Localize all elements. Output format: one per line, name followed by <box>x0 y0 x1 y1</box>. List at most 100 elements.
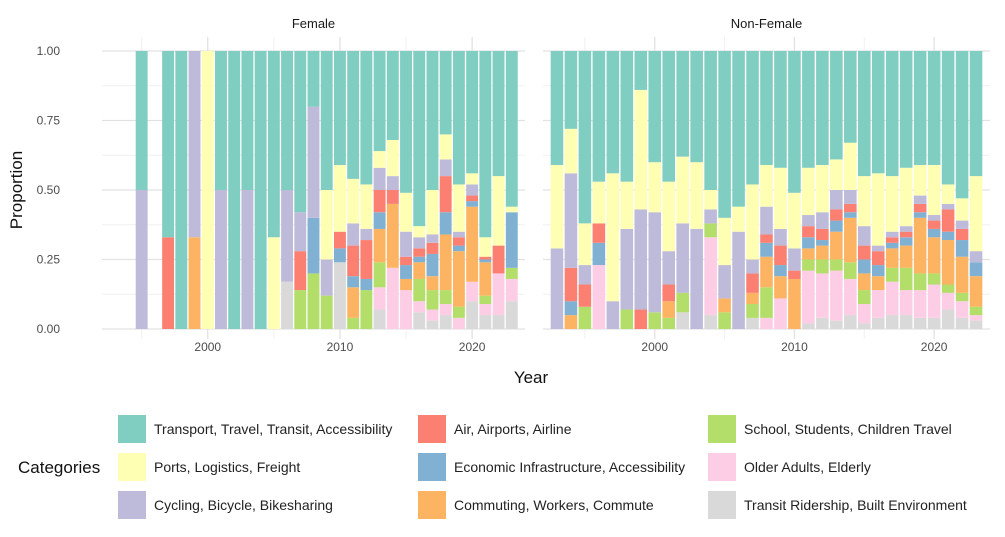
bar-segment-air-airports-airline <box>899 231 913 238</box>
bar-segment-older-adults-elderly <box>844 278 857 316</box>
bar-segment-older-adults-elderly <box>913 290 927 318</box>
bar-segment-school-students-children-travel <box>844 262 857 279</box>
bar-segment-transport-travel-transit-accessibility <box>162 51 175 238</box>
bar-segment-ports-logistics-freight <box>871 173 885 246</box>
bar-segment-cycling-bicycle-bikesharing <box>718 265 731 299</box>
x-tick-label: 2000 <box>641 340 668 354</box>
y-tick-label: 0.25 <box>37 253 61 267</box>
bar-segment-commuting-workers-commute <box>662 301 675 318</box>
bar-segment-transport-travel-transit-accessibility <box>913 51 927 165</box>
bar-segment-ports-logistics-freight <box>788 192 801 249</box>
bar-segment-older-adults-elderly <box>439 303 452 316</box>
bar-segment-transport-travel-transit-accessibility <box>413 51 426 227</box>
bar-segment-ports-logistics-freight <box>830 159 843 190</box>
bar-segment-economic-infrastructure-accessibility <box>592 242 606 266</box>
bar-segment-commuting-workers-commute <box>426 276 439 291</box>
bar-segment-air-airports-airline <box>802 226 815 238</box>
x-tick-label: 2000 <box>194 340 221 354</box>
bar-segment-ports-logistics-freight <box>373 151 386 168</box>
bar-segment-transit-ridership-built-environment <box>373 309 386 329</box>
bar-segment-economic-infrastructure-accessibility <box>760 242 773 257</box>
bar-segment-commuting-workers-commute <box>899 245 913 268</box>
bar-segment-transit-ridership-built-environment <box>969 320 983 329</box>
legend-item-school: School, Students, Children Travel <box>708 415 952 443</box>
bar-segment-air-airports-airline <box>452 237 465 246</box>
bar-segment-transit-ridership-built-environment <box>927 317 941 329</box>
bar-segment-economic-infrastructure-accessibility <box>360 278 373 291</box>
bar-segment-cycling-bicycle-bikesharing <box>802 215 815 227</box>
bar-segment-ports-logistics-freight <box>267 237 280 329</box>
bar-segment-transport-travel-transit-accessibility <box>373 51 386 152</box>
bar-segment-air-airports-airline <box>634 309 648 329</box>
bar-segment-transport-travel-transit-accessibility <box>676 51 689 157</box>
bar-segment-economic-infrastructure-accessibility <box>941 231 955 241</box>
bar-segment-cycling-bicycle-bikesharing <box>294 212 307 252</box>
bar-segment-cycling-bicycle-bikesharing <box>816 212 829 229</box>
bar-segment-ports-logistics-freight <box>634 89 648 210</box>
bar-segment-ports-logistics-freight <box>550 164 564 249</box>
bar-segment-older-adults-elderly <box>955 301 969 318</box>
bar-segment-air-airports-airline <box>578 284 592 307</box>
bar-segment-transport-travel-transit-accessibility <box>360 51 373 185</box>
bar-segment-transport-travel-transit-accessibility <box>267 51 280 238</box>
bar-segment-transport-travel-transit-accessibility <box>426 51 439 190</box>
bar-segment-transport-travel-transit-accessibility <box>439 51 452 135</box>
bar-segment-transit-ridership-built-environment <box>333 262 346 329</box>
bar-segment-transport-travel-transit-accessibility <box>760 51 773 165</box>
bar-segment-commuting-workers-commute <box>802 248 815 260</box>
bar-segment-air-airports-airline <box>746 273 759 293</box>
bar-segment-school-students-children-travel <box>452 306 465 318</box>
bar-segment-ports-logistics-freight <box>816 164 829 213</box>
bar-segment-school-students-children-travel <box>439 290 452 304</box>
legend-item-commuting: Commuting, Workers, Commute <box>418 491 654 519</box>
bar-segment-commuting-workers-commute <box>858 273 871 291</box>
bar-segment-transport-travel-transit-accessibility <box>732 51 745 207</box>
bar-segment-cycling-bicycle-bikesharing <box>955 220 969 229</box>
bar-segment-older-adults-elderly <box>885 281 899 316</box>
bar-segment-air-airports-airline <box>830 209 843 221</box>
bar-segment-ports-logistics-freight <box>802 167 815 216</box>
bar-segment-economic-infrastructure-accessibility <box>899 237 913 246</box>
bar-segment-cycling-bicycle-bikesharing <box>606 301 620 329</box>
bar-segment-air-airports-airline <box>373 190 386 213</box>
bar-segment-transport-travel-transit-accessibility <box>492 51 505 177</box>
bar-segment-transport-travel-transit-accessibility <box>816 51 829 165</box>
bar-segment-transport-travel-transit-accessibility <box>690 51 703 163</box>
x-tick-label: 2020 <box>921 340 948 354</box>
bar-segment-transport-travel-transit-accessibility <box>307 51 320 107</box>
legend-item-older-adults: Older Adults, Elderly <box>708 453 871 481</box>
bar-segment-transit-ridership-built-environment <box>426 320 439 329</box>
bar-segment-ports-logistics-freight <box>913 164 927 196</box>
bar-segment-air-airports-airline <box>400 256 412 266</box>
bar-segment-cycling-bicycle-bikesharing <box>676 223 689 293</box>
bar-segment-transport-travel-transit-accessibility <box>718 51 731 218</box>
bar-segment-cycling-bicycle-bikesharing <box>578 265 592 285</box>
bar-segment-ports-logistics-freight <box>466 173 479 185</box>
bar-segment-air-airports-airline <box>774 245 787 266</box>
bar-segment-transport-travel-transit-accessibility <box>844 51 857 143</box>
bar-segment-transport-travel-transit-accessibility <box>899 51 913 168</box>
bar-segment-ports-logistics-freight <box>360 184 373 229</box>
bar-segment-transit-ridership-built-environment <box>746 317 759 329</box>
bar-segment-ports-logistics-freight <box>899 167 913 227</box>
bar-segment-cycling-bicycle-bikesharing <box>830 190 843 210</box>
bar-segment-ports-logistics-freight <box>969 176 983 252</box>
bar-segment-cycling-bicycle-bikesharing <box>941 203 955 210</box>
bar-segment-cycling-bicycle-bikesharing <box>927 215 941 221</box>
legend-label-commuting: Commuting, Workers, Commute <box>454 497 654 513</box>
bar-segment-economic-infrastructure-accessibility <box>439 212 452 235</box>
bar-segment-cycling-bicycle-bikesharing <box>648 212 662 313</box>
bar-segment-transit-ridership-built-environment <box>704 315 717 329</box>
bar-segment-transit-ridership-built-environment <box>941 309 955 329</box>
bar-segment-older-adults-elderly <box>899 290 913 316</box>
bar-segment-ports-logistics-freight <box>620 181 634 229</box>
legend-item-transit-ridership: Transit Ridership, Built Environment <box>708 491 967 519</box>
bar-segment-commuting-workers-commute <box>913 217 927 274</box>
bar-segment-older-adults-elderly <box>760 317 773 329</box>
bar-segment-transit-ridership-built-environment <box>281 281 294 329</box>
legend-swatch-school <box>708 415 736 443</box>
legend-label-older-adults: Older Adults, Elderly <box>744 459 871 475</box>
bar-segment-cycling-bicycle-bikesharing <box>690 228 703 329</box>
bar-segment-transit-ridership-built-environment <box>858 323 871 329</box>
bar-segment-cycling-bicycle-bikesharing <box>885 231 899 238</box>
